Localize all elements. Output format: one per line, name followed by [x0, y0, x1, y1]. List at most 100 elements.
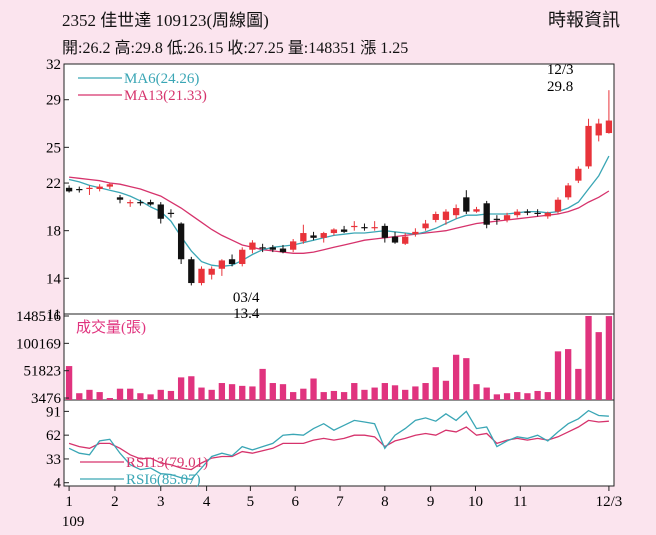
candle: [412, 231, 419, 235]
legend-label: MA6(24.26): [124, 71, 199, 87]
rsi13-line: [68, 419, 609, 471]
candle: [106, 184, 113, 187]
candle: [249, 242, 256, 250]
volume-bar: [534, 390, 541, 400]
volume-tick-label: 100169: [16, 336, 61, 352]
candle: [565, 185, 572, 198]
volume-bar: [127, 388, 134, 400]
volume-bar: [554, 351, 562, 400]
candle: [127, 202, 134, 204]
price-tick-label: 32: [46, 57, 61, 73]
candle: [269, 247, 276, 250]
x-tick-label: 8: [381, 494, 389, 510]
volume-bar: [391, 385, 399, 400]
candle: [402, 236, 409, 244]
chart-title: 2352 佳世達 109123(周線圖): [62, 11, 269, 30]
x-year-label: 109: [62, 514, 85, 530]
volume-bar: [340, 392, 348, 400]
volume-bar: [503, 393, 511, 400]
candle: [473, 209, 480, 212]
candle: [259, 247, 266, 249]
volume-bar: [269, 383, 276, 400]
candle: [534, 212, 541, 215]
x-tick-label: 4: [203, 494, 211, 510]
legend-label: MA13(21.33): [124, 88, 207, 104]
volume-bar: [442, 380, 450, 400]
candle: [452, 208, 460, 216]
rsi-tick-label: 62: [46, 428, 61, 444]
candle: [228, 259, 236, 264]
price-tick-label: 14: [46, 271, 62, 287]
volume-bar: [565, 349, 572, 400]
volume-bar: [585, 316, 592, 400]
volume-bar: [432, 367, 439, 400]
x-tick-label: 3: [157, 494, 165, 510]
volume-bar: [402, 389, 409, 400]
volume-bar: [239, 385, 246, 400]
low-price-annotation: 13.4: [233, 306, 260, 322]
candle: [595, 123, 602, 136]
candle: [147, 202, 154, 205]
volume-bar: [605, 316, 613, 400]
volume-bar: [228, 384, 236, 400]
volume-bar: [188, 376, 195, 400]
volume-bar: [76, 393, 83, 400]
volume-bar: [96, 392, 103, 400]
candle: [391, 236, 399, 243]
rsi6-line: [68, 409, 609, 481]
candle: [218, 260, 226, 269]
brand-label: 時報資訊: [548, 10, 620, 30]
price-tick-label: 22: [46, 176, 61, 192]
volume-tick-label: 3476: [31, 391, 62, 407]
volume-bar: [351, 383, 358, 400]
volume-bar: [524, 393, 531, 400]
price-tick-label: 29: [46, 93, 61, 109]
candle: [320, 233, 327, 238]
volume-bar: [361, 389, 368, 400]
candle: [208, 268, 215, 275]
volume-bar: [106, 398, 113, 400]
candle: [177, 223, 185, 260]
x-tick-label: 9: [427, 494, 435, 510]
volume-bar: [208, 389, 215, 400]
x-tick-label: 1: [65, 494, 73, 510]
volume-bar: [198, 387, 205, 400]
low-date-annotation: 03/4: [233, 290, 260, 306]
x-tick-label: 11: [513, 494, 527, 510]
volume-bar: [381, 383, 388, 400]
plot-area: [63, 63, 615, 487]
candle: [432, 214, 439, 220]
volume-bar: [330, 390, 338, 400]
candle: [514, 211, 521, 216]
volume-tick-label: 51823: [24, 364, 62, 380]
volume-bar: [65, 366, 73, 400]
candle: [290, 241, 297, 250]
x-tick-label: 7: [336, 494, 344, 510]
candle: [279, 248, 287, 253]
volume-bar: [177, 377, 185, 400]
volume-bar: [463, 358, 470, 400]
volume-panel-label: 成交量(張): [76, 318, 146, 336]
candle: [76, 189, 83, 191]
volume-bar: [412, 386, 419, 400]
candle: [198, 268, 205, 284]
candle: [554, 199, 562, 212]
candle: [157, 204, 164, 219]
volume-bar: [137, 393, 144, 400]
high-date-annotation: 12/3: [547, 62, 574, 78]
volume-bar: [493, 394, 501, 400]
candle: [575, 168, 582, 181]
candle: [137, 202, 144, 204]
volume-bar: [544, 392, 551, 400]
high-price-annotation: 29.8: [547, 79, 573, 95]
volume-bar: [249, 386, 256, 400]
candle: [605, 120, 613, 134]
volume-bar: [218, 383, 226, 400]
volume-bar: [483, 387, 490, 400]
candle: [503, 215, 511, 220]
candle: [585, 125, 592, 167]
candle: [96, 186, 103, 189]
rsi-tick-label: 4: [54, 476, 62, 492]
candle: [371, 227, 378, 229]
candle: [239, 249, 246, 264]
